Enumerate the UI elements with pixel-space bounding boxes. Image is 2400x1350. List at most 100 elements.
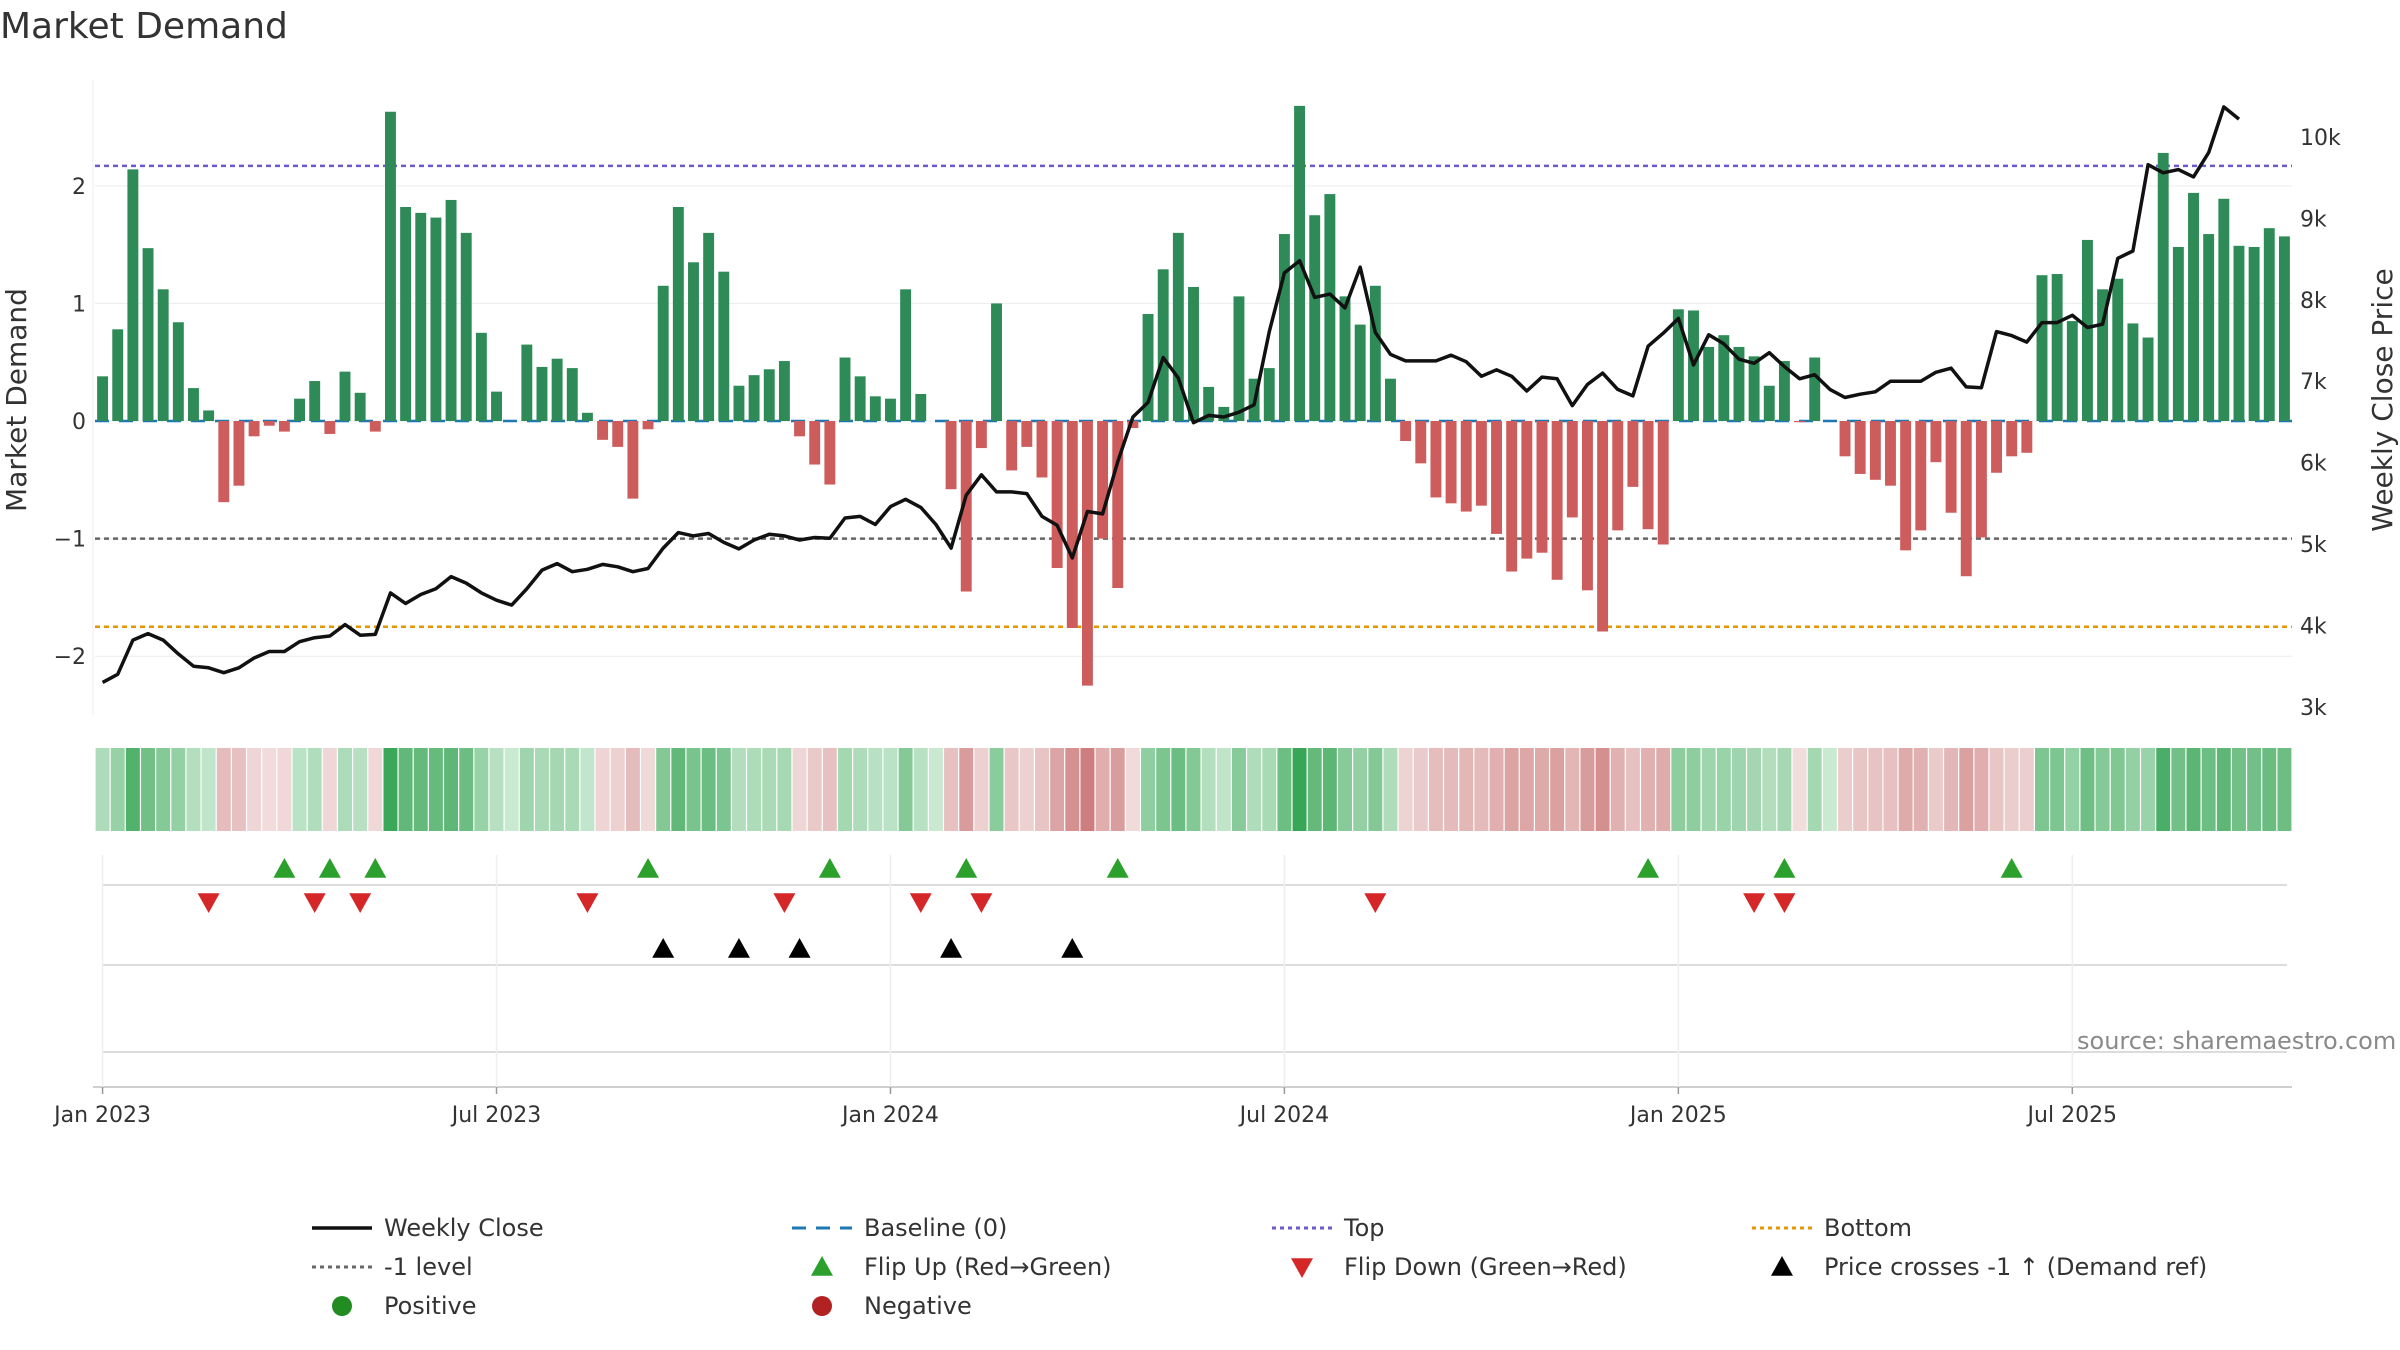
demand-bar (703, 232, 715, 422)
demand-bar (1536, 421, 1548, 553)
y-right-tick-label: 5k (2300, 533, 2327, 558)
y-right-tick-label: 10k (2300, 126, 2341, 151)
demand-bar (627, 421, 639, 499)
flip-down-marker (349, 893, 372, 913)
heat-cell (1656, 748, 1671, 831)
event-lanes (93, 855, 2292, 1088)
flip-up-markers (273, 858, 2023, 878)
demand-bar (1945, 421, 1957, 513)
legend-label: Bottom (1824, 1214, 1912, 1242)
demand-bar (157, 289, 169, 422)
demand-bar (1733, 346, 1745, 422)
demand-bar (1339, 296, 1351, 422)
demand-bar (551, 358, 563, 422)
demand-bar (2051, 274, 2063, 422)
demand-bar (809, 421, 821, 465)
heat-cell (944, 748, 959, 831)
demand-bar (960, 421, 972, 592)
heat-cell (565, 748, 580, 831)
heat-cell (2125, 748, 2140, 831)
legend-item: Positive (332, 1292, 477, 1320)
heat-cell (307, 748, 322, 831)
heat-cell (141, 748, 156, 831)
y-right-ticks: 10k 9k 8k 7k 6k 5k 4k 3k (2300, 126, 2341, 721)
heat-cell (913, 748, 928, 831)
heat-cell (459, 748, 474, 831)
demand-bar (1778, 361, 1790, 422)
x-tick-label: Jul 2024 (1238, 1103, 1330, 1128)
heat-cell (1125, 748, 1140, 831)
heat-cell (1035, 748, 1049, 831)
flip-down-marker (1773, 893, 1796, 913)
heat-cell (1216, 748, 1231, 831)
y-left-tick-label: 2 (72, 175, 86, 200)
legend-item: Baseline (0) (792, 1214, 1007, 1242)
heat-cell (928, 748, 943, 831)
heat-cell (322, 748, 337, 831)
demand-bar (2233, 245, 2245, 422)
demand-bar (1975, 421, 1987, 538)
heat-cell (413, 748, 428, 831)
demand-bar (2036, 275, 2048, 422)
demand-bar (566, 368, 578, 422)
demand-bar (1278, 234, 1290, 422)
demand-bar (885, 398, 896, 422)
heat-cell (292, 748, 307, 831)
heat-cell (504, 748, 519, 831)
heat-cell (398, 748, 413, 831)
heat-cell (262, 748, 277, 831)
heat-cell (444, 748, 459, 831)
heat-cell (1565, 748, 1580, 831)
flip-down-marker (1743, 893, 1766, 913)
flip-up-marker (955, 858, 978, 878)
heat-cell (1807, 748, 1822, 831)
heat-cell (853, 748, 868, 831)
demand-bar (2006, 421, 2018, 457)
heat-cell (156, 748, 171, 831)
heat-cell (671, 748, 686, 831)
heat-cell (2201, 748, 2216, 831)
heat-cell (535, 748, 549, 831)
demand-bar (536, 366, 548, 422)
demand-bar (1551, 421, 1563, 580)
demand-bar (1566, 421, 1578, 518)
demand-heat-strip (95, 748, 2292, 831)
demand-bar (1627, 421, 1639, 487)
demand-bar (445, 199, 457, 422)
heat-cell (1398, 748, 1413, 831)
heat-cell (428, 748, 443, 831)
heat-cell (1838, 748, 1852, 831)
demand-bar (733, 385, 745, 422)
heat-cell (1413, 748, 1428, 831)
heat-cell (1004, 748, 1019, 831)
heat-cell (247, 748, 262, 831)
heat-cell (1262, 748, 1277, 831)
demand-bar (172, 322, 184, 422)
demand-bar (1506, 421, 1518, 572)
price-cross-marker (788, 938, 811, 958)
heat-cell (1338, 748, 1352, 831)
flip-down-marker (303, 893, 326, 913)
heat-cell (1095, 748, 1110, 831)
heat-cell (641, 748, 656, 831)
demand-bar (657, 285, 669, 422)
demand-bar (1475, 421, 1487, 506)
price-cross-marker (940, 938, 963, 958)
demand-bar (1445, 421, 1457, 504)
demand-bar (1794, 421, 1806, 423)
flip-down-marker (576, 893, 599, 913)
heat-cell (2156, 748, 2171, 831)
demand-bar (991, 303, 1002, 422)
heat-cell (838, 748, 852, 831)
heat-cell (777, 748, 792, 831)
heat-cell (201, 748, 216, 831)
demand-bar (1172, 232, 1184, 422)
heat-cell (550, 748, 565, 831)
heat-cell (2080, 748, 2095, 831)
heat-cell (1110, 748, 1125, 831)
legend-item: Price crosses -1 ↑ (Demand ref) (1771, 1253, 2207, 1281)
heat-cell (2110, 748, 2125, 831)
heat-cell (868, 748, 883, 831)
demand-bar (1612, 421, 1624, 531)
heat-cell (277, 748, 292, 831)
